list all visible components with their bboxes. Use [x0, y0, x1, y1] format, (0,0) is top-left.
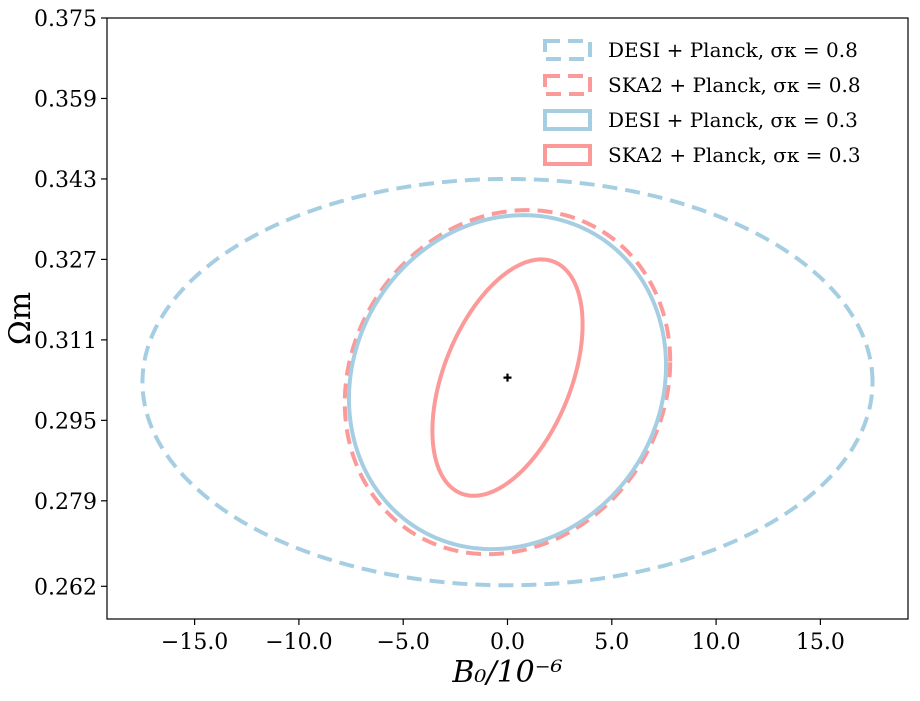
y-tick-label: 0.295	[34, 409, 97, 434]
legend-swatch	[543, 39, 592, 61]
contour-1	[140, 176, 875, 588]
fiducial-cross	[503, 373, 512, 382]
y-tick-label: 0.327	[34, 248, 97, 273]
x-tick-label: 15.0	[796, 630, 845, 655]
x-tick-label: 5.0	[594, 630, 629, 655]
legend-swatch	[543, 109, 592, 131]
x-axis-ticks: −15.0 −10.0 −5.0 0.0 5.0 10.0 15.0	[161, 619, 845, 655]
x-tick-label: −15.0	[161, 630, 228, 655]
x-axis-label: B₀/10⁻⁶	[451, 655, 562, 690]
y-tick-label: 0.311	[34, 329, 97, 354]
x-tick-label: −10.0	[265, 630, 332, 655]
legend-swatch	[543, 144, 592, 166]
y-tick-label: 0.262	[34, 575, 97, 600]
x-tick-label: −5.0	[376, 630, 429, 655]
legend-label: SKA2 + Planck, σκ = 0.8	[608, 73, 861, 97]
legend-swatch	[543, 74, 592, 96]
legend-label: DESI + Planck, σκ = 0.8	[608, 38, 858, 62]
y-tick-label: 0.375	[34, 7, 97, 32]
y-tick-label: 0.279	[34, 490, 97, 515]
y-axis-label: Ωm	[3, 292, 38, 345]
contour-4	[430, 257, 585, 498]
y-tick-label: 0.343	[34, 168, 97, 193]
y-tick-label: 0.359	[34, 87, 97, 112]
legend: DESI + Planck, σκ = 0.8 SKA2 + Planck, σκ…	[543, 38, 861, 167]
fiducial-marker	[503, 373, 512, 382]
x-tick-label: 10.0	[692, 630, 741, 655]
legend-label: DESI + Planck, σκ = 0.3	[608, 108, 858, 132]
contour-2	[342, 208, 673, 557]
confidence-ellipses	[140, 176, 875, 588]
y-axis-ticks: 0.262 0.279 0.295 0.311 0.327 0.343 0.359 0.375	[34, 7, 107, 600]
contour-3	[346, 213, 669, 552]
x-tick-label: 0.0	[490, 630, 525, 655]
legend-label: SKA2 + Planck, σκ = 0.3	[608, 143, 861, 167]
